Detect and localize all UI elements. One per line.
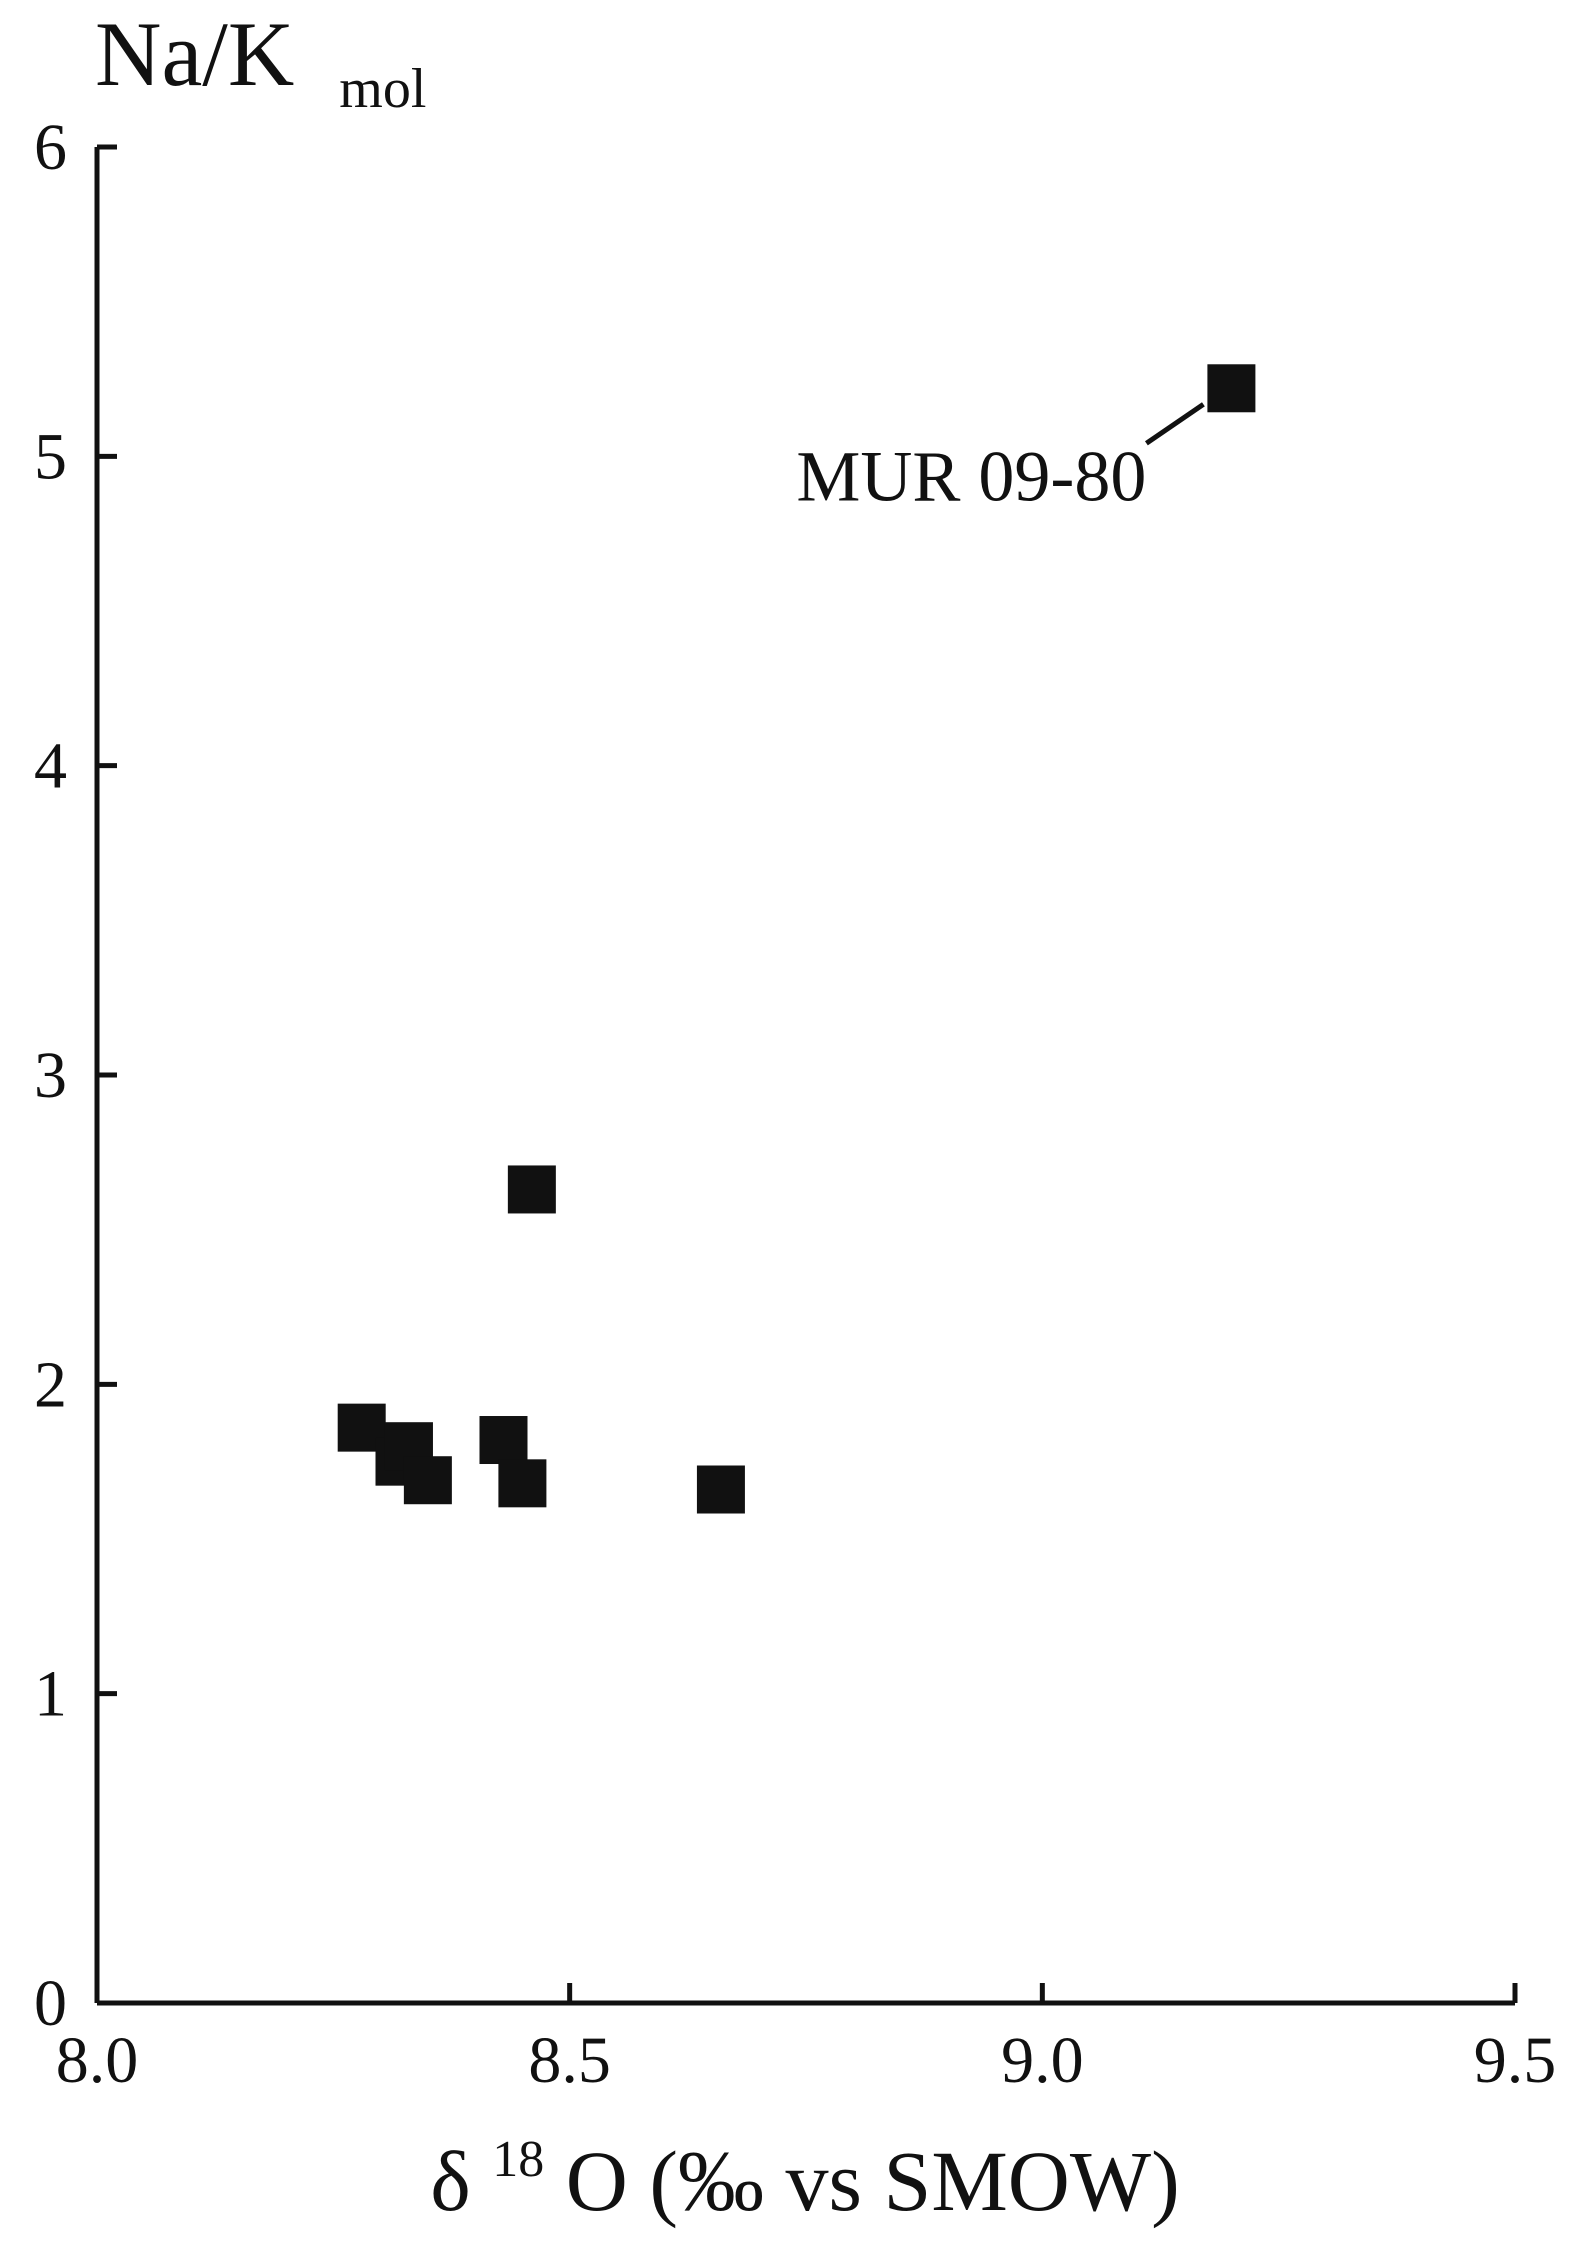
- y-axis-ticks: 0 1 2 3 4 5 6: [34, 111, 117, 2040]
- y-tick-label: 4: [34, 730, 67, 803]
- data-points: [337, 364, 1256, 1514]
- y-axis-title: Na/K mol: [95, 3, 426, 120]
- data-point: [1207, 364, 1256, 413]
- annotation-label: MUR 09-80: [796, 436, 1146, 516]
- y-tick-label: 3: [34, 1039, 67, 1112]
- x-tick-label: 8.0: [56, 2024, 139, 2097]
- y-tick-label: 6: [34, 111, 67, 184]
- x-axis-ticks: 8.0 8.5 9.0 9.5: [56, 1983, 1557, 2097]
- y-tick-label: 2: [34, 1348, 67, 1421]
- x-axis-title-delta: δ: [430, 2133, 471, 2229]
- y-axis-title-main: Na/K: [95, 3, 294, 105]
- y-tick-label: 5: [34, 420, 67, 493]
- data-point: [403, 1456, 452, 1505]
- x-axis-title-superscript: 18: [492, 2131, 544, 2188]
- x-axis-title: δ 18 O (‰ vs SMOW): [430, 2099, 1179, 2229]
- data-point: [498, 1459, 547, 1508]
- y-tick-label: 0: [34, 1967, 67, 2040]
- x-axis-title-rest: O (‰ vs SMOW): [566, 2133, 1180, 2229]
- data-point: [479, 1416, 528, 1465]
- x-tick-label: 9.5: [1474, 2024, 1557, 2097]
- data-point: [507, 1165, 556, 1214]
- annotation-leader-line: [1144, 402, 1205, 446]
- y-axis-title-subscript: mol: [339, 58, 426, 120]
- data-point: [696, 1465, 745, 1514]
- x-tick-label: 8.5: [528, 2024, 611, 2097]
- y-tick-label: 1: [34, 1658, 67, 1731]
- axes: [94, 147, 1515, 2006]
- annotation-group: MUR 09-80: [796, 402, 1205, 516]
- x-tick-label: 9.0: [1001, 2024, 1084, 2097]
